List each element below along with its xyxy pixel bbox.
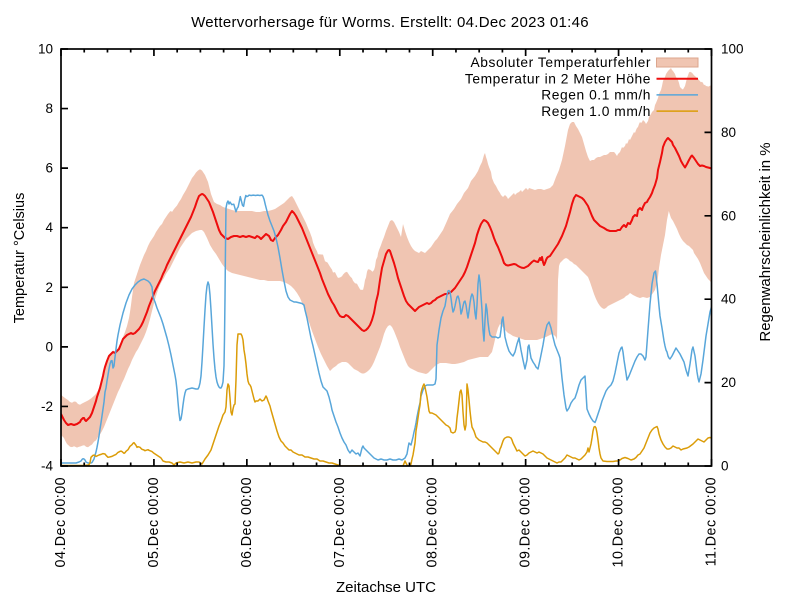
svg-text:0: 0 [721, 459, 729, 474]
svg-text:10: 10 [38, 42, 53, 57]
svg-text:0: 0 [45, 339, 53, 354]
svg-text:Regenwahrscheinlichkeit in %: Regenwahrscheinlichkeit in % [757, 142, 774, 341]
svg-text:4: 4 [45, 220, 53, 235]
svg-text:08.Dec 00:00: 08.Dec 00:00 [425, 477, 441, 567]
svg-text:60: 60 [721, 208, 736, 223]
svg-text:Temperatur in 2 Meter Höhe: Temperatur in 2 Meter Höhe [465, 71, 651, 86]
svg-text:07.Dec 00:00: 07.Dec 00:00 [332, 477, 348, 567]
svg-text:09.Dec 00:00: 09.Dec 00:00 [518, 477, 534, 567]
svg-text:8: 8 [45, 101, 53, 116]
svg-text:80: 80 [721, 125, 736, 140]
svg-text:Regen 1.0 mm/h: Regen 1.0 mm/h [541, 104, 651, 119]
svg-text:6: 6 [45, 161, 53, 176]
svg-text:Zeitachse UTC: Zeitachse UTC [336, 579, 436, 596]
svg-text:-4: -4 [41, 459, 53, 474]
svg-text:100: 100 [721, 42, 744, 57]
svg-text:04.Dec 00:00: 04.Dec 00:00 [53, 477, 69, 567]
svg-text:Wettervorhersage für Worms. Er: Wettervorhersage für Worms. Erstellt: 04… [191, 14, 589, 31]
svg-text:11.Dec 00:00: 11.Dec 00:00 [704, 477, 720, 566]
svg-text:10.Dec 00:00: 10.Dec 00:00 [611, 477, 627, 567]
svg-text:05.Dec 00:00: 05.Dec 00:00 [146, 477, 162, 567]
svg-text:06.Dec 00:00: 06.Dec 00:00 [239, 477, 255, 567]
svg-text:-2: -2 [41, 399, 53, 414]
svg-text:40: 40 [721, 292, 736, 307]
svg-text:20: 20 [721, 375, 736, 390]
svg-text:Temperatur °Celsius: Temperatur °Celsius [12, 193, 28, 324]
svg-text:Regen 0.1 mm/h: Regen 0.1 mm/h [541, 88, 651, 103]
svg-text:2: 2 [45, 280, 53, 295]
svg-text:Absoluter Temperaturfehler: Absoluter Temperaturfehler [471, 55, 651, 70]
